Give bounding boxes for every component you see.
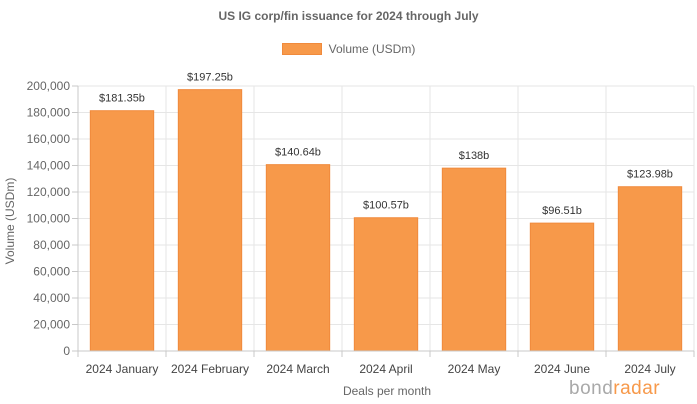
legend-label: Volume (USDm) xyxy=(328,42,416,56)
y-tick-label: 40,000 xyxy=(33,291,70,305)
data-label: $181.35b xyxy=(99,93,145,105)
x-tick-label: 2024 April xyxy=(359,362,412,376)
bondradar-logo: bondradar xyxy=(569,378,661,399)
data-label: $138b xyxy=(459,150,490,162)
data-label: $140.64b xyxy=(275,147,321,159)
bar xyxy=(265,164,331,352)
data-label: $197.25b xyxy=(187,72,233,84)
legend-swatch xyxy=(281,43,322,55)
x-tick-label: 2024 May xyxy=(448,362,501,376)
y-tick-label: 200,000 xyxy=(27,79,71,93)
x-tick-label: 2024 January xyxy=(86,362,159,376)
y-tick-label: 160,000 xyxy=(27,132,71,146)
bar xyxy=(441,167,507,352)
bars xyxy=(89,89,683,352)
legend[interactable]: Volume (USDm) xyxy=(0,42,697,56)
axes: 0 20,000 40,000 60,000 80,000 100,000 120,000 1… xyxy=(27,79,695,376)
y-tick-label: 60,000 xyxy=(33,265,70,279)
bar xyxy=(353,217,419,352)
y-tick-label: 20,000 xyxy=(33,318,70,332)
y-tick-label: 120,000 xyxy=(27,185,71,199)
y-tick-label: 0 xyxy=(63,344,70,358)
bar xyxy=(529,222,595,352)
y-tick-label: 80,000 xyxy=(33,238,70,252)
y-tick-label: 180,000 xyxy=(27,106,71,120)
y-tick-label: 100,000 xyxy=(27,212,71,226)
data-label: $96.51b xyxy=(542,205,582,217)
x-tick-label: 2024 February xyxy=(171,362,249,376)
data-label: $100.57b xyxy=(363,200,409,212)
data-labels: $181.35b $197.25b $140.64b $100.57b $138b $96… xyxy=(99,72,673,217)
data-label: $123.98b xyxy=(627,169,673,181)
chart-title: US IG corp/fin issuance for 2024 through… xyxy=(218,9,479,23)
x-tick-label: 2024 July xyxy=(624,362,675,376)
x-tick-label: 2024 June xyxy=(534,362,590,376)
y-axis-title: Volume (USDm) xyxy=(3,178,17,265)
bar xyxy=(177,89,243,352)
bar xyxy=(89,110,155,352)
y-tick-label: 140,000 xyxy=(27,159,71,173)
x-tick-label: 2024 March xyxy=(266,362,329,376)
x-axis-title: Deals per month xyxy=(343,384,431,398)
bar xyxy=(617,186,683,352)
